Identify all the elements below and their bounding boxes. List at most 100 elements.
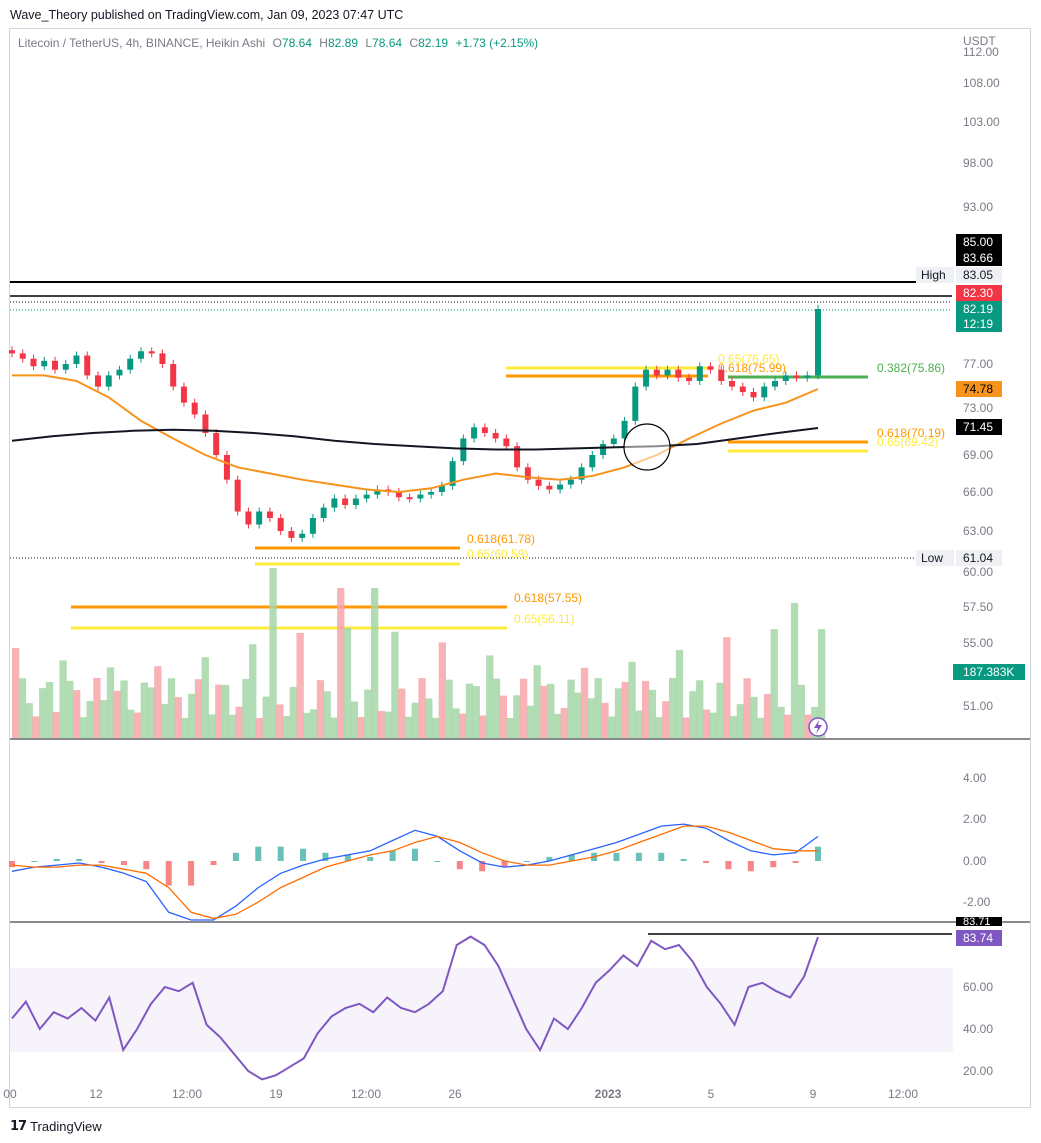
price-label-text: 85.00 bbox=[963, 235, 993, 249]
volume-bar bbox=[289, 687, 297, 738]
volume-bar bbox=[418, 678, 426, 738]
volume-bar bbox=[181, 717, 189, 738]
candle-body bbox=[288, 531, 295, 538]
footer-brand[interactable]: TradingView bbox=[30, 1118, 102, 1134]
volume-bar bbox=[296, 632, 304, 738]
volume-bar bbox=[567, 679, 575, 738]
fib-label-65-56: 0.65(56.11) bbox=[514, 612, 575, 626]
candle-body bbox=[127, 358, 134, 370]
candle-body bbox=[137, 351, 144, 359]
macd-pane bbox=[9, 823, 821, 921]
candle-body bbox=[632, 386, 639, 421]
price-label-text: 82.30 bbox=[963, 286, 993, 300]
volume-bar bbox=[797, 684, 805, 738]
price-label-text: 74.78 bbox=[963, 382, 993, 396]
candle-body bbox=[535, 479, 542, 486]
candle-body bbox=[793, 375, 800, 378]
candle-body bbox=[600, 443, 607, 455]
volume-bar bbox=[404, 716, 413, 738]
macd-histogram-bar bbox=[210, 861, 217, 866]
volume-bar bbox=[188, 693, 196, 738]
volume-bar bbox=[804, 714, 812, 738]
symbol-legend: Litecoin / TetherUS, 4h, BINANCE, Heikin… bbox=[18, 36, 538, 50]
candle-body bbox=[9, 350, 15, 354]
volume-bar bbox=[520, 678, 528, 738]
volume-bar bbox=[614, 688, 623, 738]
candle-body bbox=[782, 375, 789, 381]
candle-body bbox=[686, 377, 693, 381]
macd-histogram-bar bbox=[98, 861, 105, 864]
candle-body bbox=[320, 507, 327, 518]
volume-bar bbox=[228, 714, 236, 738]
candle-body bbox=[234, 479, 241, 512]
ma-fast-line bbox=[12, 374, 819, 494]
volume-bar bbox=[452, 708, 460, 738]
volume-bar bbox=[459, 713, 467, 738]
close-label: C bbox=[409, 36, 419, 50]
candle-body bbox=[557, 484, 564, 490]
volume-bar bbox=[580, 667, 589, 738]
candle-body bbox=[94, 375, 101, 387]
candle-body bbox=[718, 369, 725, 381]
macd-histogram-bar bbox=[613, 852, 620, 861]
volume-bar bbox=[784, 714, 792, 738]
volume-bar bbox=[323, 691, 331, 738]
volume-bar bbox=[479, 715, 487, 738]
volume-bar bbox=[59, 660, 67, 738]
rsi-axis-tick: 20.00 bbox=[963, 1064, 993, 1078]
lightning-icon[interactable] bbox=[808, 717, 828, 737]
price-axis-tick: 108.00 bbox=[963, 76, 1000, 90]
volume-bar bbox=[648, 689, 656, 738]
macd-histogram-bar bbox=[725, 861, 732, 870]
close-value: 82.19 bbox=[418, 36, 449, 50]
price-axis-tick: 69.00 bbox=[963, 448, 993, 462]
volume-bar bbox=[533, 665, 541, 738]
price-label-text: 83.05 bbox=[963, 268, 993, 282]
volume-bar bbox=[255, 718, 264, 738]
rsi-hidden-badge bbox=[956, 917, 1002, 926]
volume-bar bbox=[45, 682, 54, 738]
volume-bar bbox=[316, 680, 325, 738]
candle-body bbox=[546, 485, 553, 490]
volume-bar bbox=[140, 682, 148, 738]
volume-bar bbox=[106, 667, 115, 738]
volume-bar bbox=[66, 680, 74, 738]
candle-body bbox=[578, 467, 585, 480]
candle-body bbox=[804, 375, 811, 378]
volume-bar bbox=[709, 712, 717, 738]
volume-bar bbox=[222, 685, 230, 738]
candle-body bbox=[664, 369, 671, 376]
volume-bar bbox=[641, 681, 650, 738]
volume-bar bbox=[161, 703, 169, 738]
volume-bar bbox=[763, 693, 772, 738]
volume-bar bbox=[608, 716, 616, 738]
volume-bar bbox=[330, 717, 338, 738]
volume-bar bbox=[750, 696, 758, 738]
chart-frame bbox=[9, 28, 1031, 1108]
macd-histogram-bar bbox=[479, 861, 486, 872]
volume-bar bbox=[743, 678, 751, 738]
volume-bar bbox=[465, 683, 474, 738]
volume-bar bbox=[377, 710, 385, 738]
time-axis-tick: 26 bbox=[448, 1087, 462, 1101]
macd-histogram-bar bbox=[792, 861, 799, 864]
fib-label-618-57: 0.618(57.55) bbox=[514, 591, 582, 605]
volume-value-badge bbox=[953, 664, 1025, 680]
volume-bar bbox=[350, 701, 358, 738]
candle-body bbox=[406, 497, 413, 500]
volume-bar bbox=[208, 714, 216, 738]
macd-histogram-bar bbox=[232, 852, 239, 861]
rsi-pane bbox=[11, 935, 819, 1081]
macd-histogram-bar bbox=[703, 861, 710, 864]
candle-body bbox=[352, 498, 359, 505]
volume-bar bbox=[574, 692, 582, 738]
candle-body bbox=[438, 485, 445, 492]
volume-bar bbox=[689, 691, 697, 738]
price-axis-tick: 77.00 bbox=[963, 357, 993, 371]
candle-body bbox=[51, 360, 58, 370]
candle-body bbox=[750, 391, 757, 398]
volume-bar bbox=[696, 680, 704, 738]
candle-body bbox=[223, 455, 230, 480]
candle-body bbox=[374, 489, 381, 495]
